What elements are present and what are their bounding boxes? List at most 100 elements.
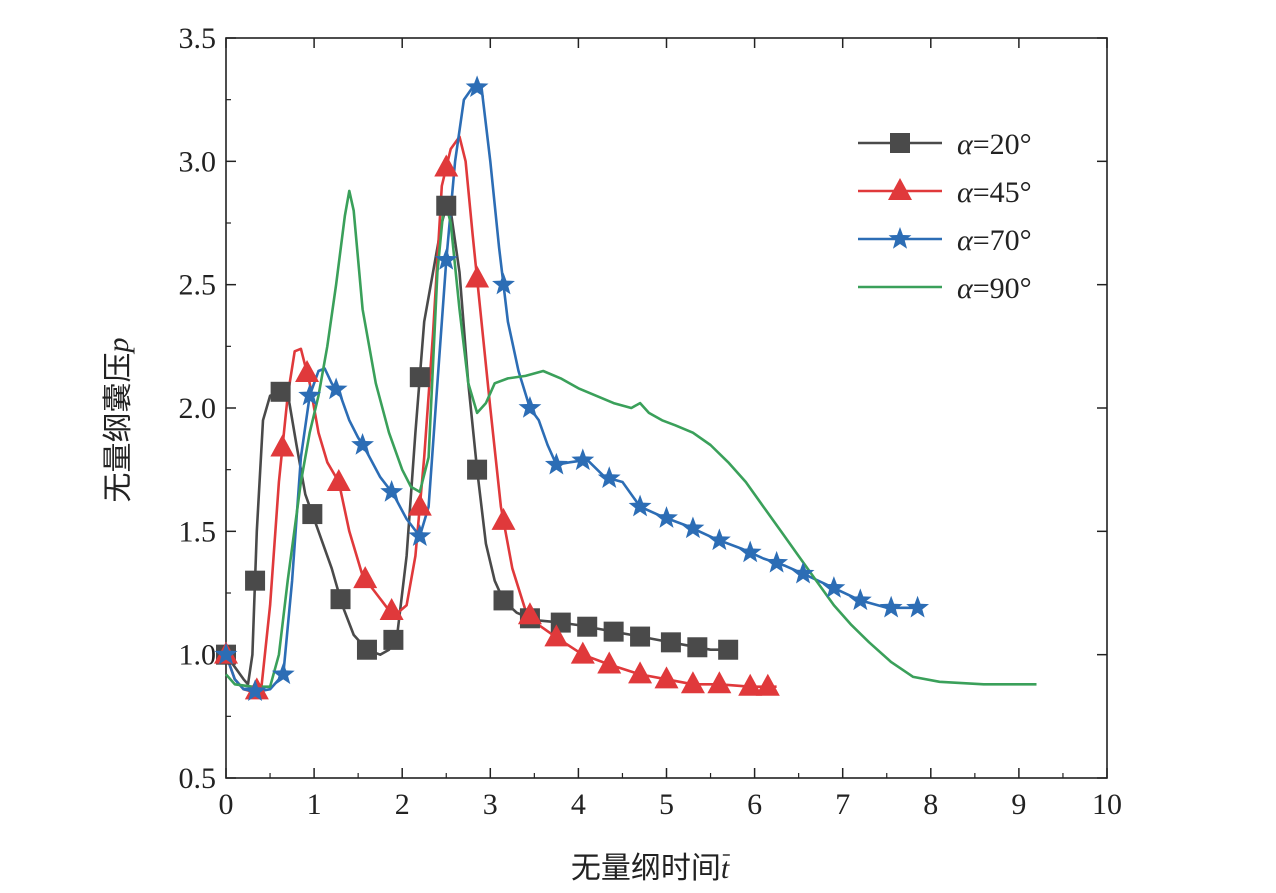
legend-alpha-symbol: α (957, 176, 974, 209)
legend-marker-alpha-45 (888, 178, 912, 200)
y-tick-label: 3.5 (179, 22, 217, 55)
series-markers (214, 75, 929, 702)
legend-marker-alpha-20 (890, 133, 910, 153)
marker-alpha-45 (379, 598, 404, 621)
marker-alpha-70 (271, 662, 295, 685)
y-tick-label: 1.0 (179, 639, 217, 672)
marker-alpha-20 (577, 616, 598, 637)
marker-alpha-20 (493, 590, 514, 611)
legend-alpha-symbol: α (957, 128, 974, 161)
marker-alpha-70 (324, 377, 348, 400)
x-tick-label: 7 (835, 788, 850, 821)
y-axis-title: 无量纲囊压p (101, 338, 136, 503)
marker-alpha-45 (738, 673, 763, 696)
marker-alpha-70 (571, 448, 595, 471)
legend-alpha-value: =90° (973, 272, 1032, 305)
marker-alpha-45 (654, 666, 679, 689)
x-axis-title: 无量纲时间t (571, 851, 730, 886)
legend-alpha-symbol: α (957, 272, 974, 305)
marker-alpha-70 (848, 588, 872, 611)
marker-alpha-70 (707, 528, 731, 551)
marker-alpha-70 (214, 642, 238, 665)
marker-alpha-70 (655, 506, 678, 528)
marker-alpha-70 (681, 516, 705, 539)
y-tick-label: 2.0 (179, 392, 217, 425)
marker-alpha-45 (465, 265, 490, 288)
legend-alpha-value: =20° (973, 128, 1032, 161)
marker-alpha-70 (544, 452, 568, 475)
marker-alpha-70 (434, 248, 458, 270)
marker-alpha-70 (408, 524, 432, 546)
x-tick-label: 3 (483, 788, 498, 821)
marker-alpha-70 (765, 550, 789, 573)
marker-alpha-20 (270, 381, 291, 402)
marker-alpha-70 (492, 272, 515, 295)
legend-label-alpha-20: α=20° (957, 128, 1032, 161)
marker-alpha-45 (491, 507, 516, 530)
legend-marker-alpha-70 (888, 227, 912, 249)
legend-label-alpha-70: α=70° (957, 224, 1032, 257)
marker-alpha-70 (518, 396, 542, 418)
y-axis-ticks: 0.5 1.0 1.5 2.0 2.5 3.0 3.5 (179, 22, 1107, 795)
marker-alpha-70 (879, 595, 903, 618)
y-tick-label: 3.0 (179, 145, 217, 178)
marker-alpha-20 (660, 632, 681, 653)
marker-alpha-70 (597, 466, 621, 489)
marker-alpha-45 (680, 671, 705, 694)
marker-alpha-70 (380, 480, 404, 502)
legend-alpha-symbol: α (957, 224, 974, 257)
legend-label-alpha-90: α=90° (957, 272, 1032, 305)
marker-alpha-70 (738, 540, 762, 563)
marker-alpha-20 (356, 639, 377, 660)
legend: α=20°α=45°α=70°α=90° (858, 128, 1032, 305)
marker-alpha-70 (465, 75, 489, 98)
legend-alpha-value: =45° (973, 176, 1032, 209)
marker-alpha-45 (597, 651, 622, 674)
x-tick-label: 8 (923, 788, 938, 821)
x-tick-label: 10 (1092, 788, 1122, 821)
marker-alpha-20 (245, 570, 266, 591)
marker-alpha-20 (467, 459, 488, 480)
x-tick-label: 9 (1011, 788, 1026, 821)
marker-alpha-70 (298, 383, 322, 406)
marker-alpha-70 (822, 576, 846, 598)
series-line-alpha-90 (225, 189, 1037, 688)
marker-alpha-45 (570, 641, 595, 664)
marker-alpha-45 (755, 673, 780, 696)
marker-alpha-70 (906, 595, 929, 618)
y-tick-label: 0.5 (179, 762, 217, 795)
marker-alpha-45 (326, 469, 351, 491)
marker-alpha-45 (544, 624, 569, 647)
marker-alpha-70 (351, 433, 374, 455)
marker-alpha-20 (687, 637, 708, 658)
x-axis-ticks: 0 1 2 3 4 5 6 7 8 9 10 (219, 38, 1122, 821)
marker-alpha-20 (630, 626, 651, 647)
y-tick-label: 1.5 (179, 515, 217, 548)
marker-alpha-45 (707, 671, 732, 694)
x-tick-label: 5 (659, 788, 674, 821)
x-tick-label: 4 (571, 788, 586, 821)
marker-alpha-45 (434, 154, 459, 177)
marker-alpha-45 (295, 359, 320, 382)
marker-alpha-20 (330, 589, 351, 610)
y-tick-label: 2.5 (179, 269, 217, 302)
x-tick-label: 1 (307, 788, 322, 821)
marker-alpha-45 (517, 602, 542, 625)
marker-alpha-45 (628, 661, 653, 684)
legend-alpha-value: =70° (973, 224, 1032, 257)
marker-alpha-70 (243, 679, 267, 702)
marker-alpha-70 (628, 494, 652, 517)
x-tick-label: 0 (219, 788, 234, 821)
marker-alpha-20 (409, 367, 430, 388)
marker-alpha-45 (353, 566, 378, 589)
marker-alpha-45 (270, 434, 295, 457)
marker-alpha-70 (791, 561, 815, 584)
x-tick-label: 6 (747, 788, 762, 821)
x-tick-label: 2 (395, 788, 410, 821)
marker-alpha-20 (436, 195, 457, 216)
marker-alpha-20 (603, 621, 624, 642)
marker-alpha-45 (407, 493, 432, 516)
marker-alpha-20 (302, 504, 323, 525)
marker-alpha-20 (383, 629, 404, 650)
